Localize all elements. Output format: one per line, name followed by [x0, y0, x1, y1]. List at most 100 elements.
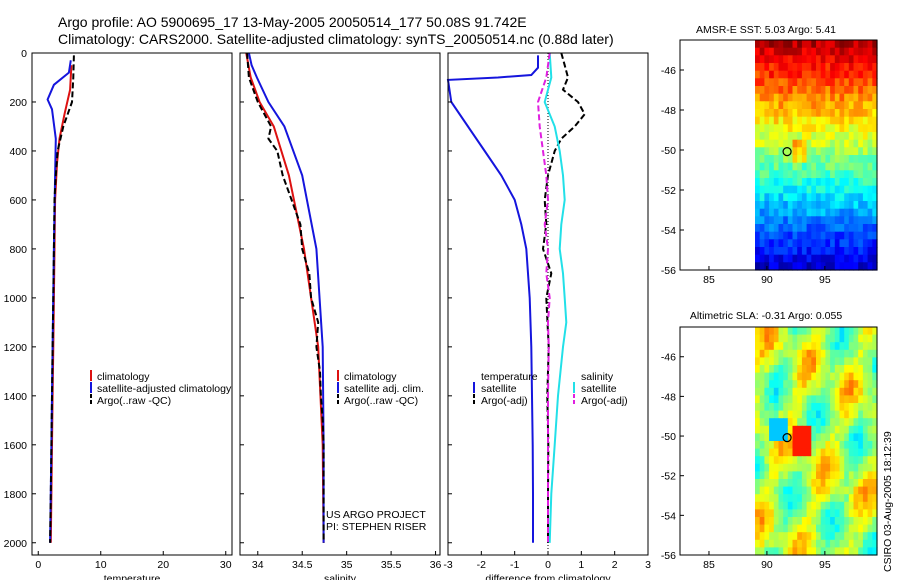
- map-cell: [867, 425, 873, 434]
- map-cell: [806, 342, 812, 351]
- map-cell: [848, 224, 855, 233]
- map-cell: [806, 456, 812, 465]
- map-cell: [820, 132, 826, 141]
- map-cell: [816, 448, 822, 457]
- map-cell: [783, 40, 789, 49]
- map-cell: [825, 162, 831, 171]
- map-cell: [839, 425, 845, 434]
- map-cell: [853, 201, 859, 210]
- map-cell: [839, 433, 845, 442]
- map-cell: [797, 231, 803, 240]
- map-cell: [853, 47, 859, 56]
- map-cell: [872, 224, 878, 233]
- map-cell: [839, 463, 845, 472]
- map-cell: [820, 463, 826, 472]
- map-cell: [872, 78, 878, 87]
- map-cell: [839, 486, 845, 495]
- map-cell: [867, 224, 873, 233]
- map-cell: [830, 486, 836, 495]
- map-cell: [853, 262, 859, 271]
- map-cell: [834, 509, 841, 518]
- map-cell: [848, 40, 855, 49]
- map-cell: [773, 410, 780, 419]
- map-cell: [853, 185, 859, 194]
- map-cell: [867, 463, 873, 472]
- map-cell: [862, 170, 869, 179]
- map-cell: [825, 479, 831, 488]
- map-cell: [816, 147, 822, 156]
- map-cell: [820, 501, 826, 510]
- map-cell: [858, 116, 864, 125]
- map-cell: [816, 479, 822, 488]
- map-y-tick-label: -54: [661, 225, 676, 237]
- map-cell: [839, 239, 845, 248]
- map-cell: [759, 349, 765, 358]
- map-cell: [858, 101, 864, 110]
- map-cell: [820, 70, 826, 79]
- map-cell: [792, 327, 798, 336]
- map-cell: [825, 380, 831, 389]
- map-cell: [834, 254, 841, 263]
- difference-legend: temperature satellite Argo(-adj) salinit…: [473, 371, 628, 407]
- map-cell: [778, 224, 784, 233]
- map-cell: [769, 471, 775, 480]
- map-cell: [844, 494, 850, 503]
- map-cell: [801, 547, 808, 556]
- map-cell: [797, 372, 803, 381]
- map-cell: [862, 193, 869, 202]
- map-cell: [755, 486, 761, 495]
- map-cell: [769, 509, 775, 518]
- map-cell: [783, 55, 789, 64]
- map-cell: [792, 342, 798, 351]
- map-cell: [867, 501, 873, 510]
- map-cell: [806, 349, 812, 358]
- map-cell: [853, 193, 859, 202]
- map-cell: [773, 224, 780, 233]
- map-cell: [811, 486, 817, 495]
- map-cell: [820, 509, 826, 518]
- map-cell: [769, 139, 775, 148]
- map-cell: [816, 395, 822, 404]
- map-cell: [816, 139, 822, 148]
- map-cell: [872, 441, 878, 450]
- map-cell: [848, 124, 855, 133]
- map-cell: [825, 524, 831, 533]
- map-cell: [801, 216, 808, 225]
- map-cell: [862, 395, 869, 404]
- map-cell: [792, 201, 798, 210]
- map-cell: [764, 433, 770, 442]
- map-cell: [759, 501, 765, 510]
- map-cell: [755, 403, 761, 412]
- map-cell: [755, 425, 761, 434]
- map-cell: [872, 539, 878, 548]
- map-cell: [816, 254, 822, 263]
- map-cell: [830, 357, 836, 366]
- map-cell: [778, 201, 784, 210]
- legend-satellite-adj: satellite adj. clim.: [344, 383, 424, 395]
- map-cell: [792, 63, 798, 72]
- map-cell: [820, 254, 826, 263]
- map-cell: [806, 479, 812, 488]
- map-cell: [825, 178, 831, 187]
- map-cell: [844, 78, 850, 87]
- map-cell: [778, 403, 784, 412]
- map-cell: [825, 539, 831, 548]
- x-axis-label: temperature: [104, 573, 161, 580]
- map-cell: [830, 403, 836, 412]
- map-cell: [769, 155, 775, 164]
- map-cell: [769, 365, 775, 374]
- map-cell: [764, 224, 770, 233]
- map-cell: [844, 380, 850, 389]
- map-cell: [862, 547, 869, 556]
- map-cell: [862, 155, 869, 164]
- map-cell: [834, 47, 841, 56]
- map-cell: [778, 448, 784, 457]
- map-cell: [801, 93, 808, 102]
- map-cell: [839, 509, 845, 518]
- y-tick-label: 1400: [4, 391, 28, 403]
- map-cell: [787, 486, 794, 495]
- map-cell: [858, 524, 864, 533]
- map-cell: [783, 433, 789, 442]
- map-cell: [862, 147, 869, 156]
- map-cell: [778, 463, 784, 472]
